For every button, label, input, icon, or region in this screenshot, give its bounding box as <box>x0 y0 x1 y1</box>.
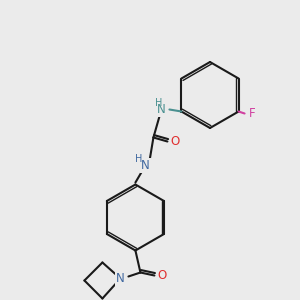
Text: O: O <box>158 269 167 282</box>
Text: H: H <box>155 98 162 107</box>
Text: N: N <box>157 103 166 116</box>
Text: O: O <box>171 135 180 148</box>
Text: H: H <box>135 154 142 164</box>
Text: N: N <box>141 159 150 172</box>
Text: N: N <box>116 272 125 285</box>
Text: F: F <box>249 107 256 120</box>
